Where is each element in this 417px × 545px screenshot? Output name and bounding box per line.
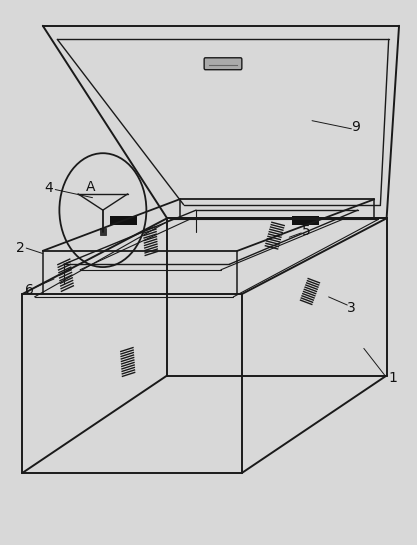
FancyBboxPatch shape bbox=[100, 228, 106, 234]
Text: 3: 3 bbox=[347, 301, 356, 315]
Text: 9: 9 bbox=[351, 120, 360, 134]
FancyBboxPatch shape bbox=[292, 216, 319, 225]
Text: 5: 5 bbox=[301, 224, 310, 238]
Text: 6: 6 bbox=[25, 283, 34, 297]
FancyBboxPatch shape bbox=[204, 58, 242, 70]
Text: 4: 4 bbox=[45, 181, 53, 196]
Text: 1: 1 bbox=[389, 371, 397, 385]
Text: 2: 2 bbox=[16, 241, 25, 255]
FancyBboxPatch shape bbox=[110, 216, 137, 225]
Text: A: A bbox=[86, 180, 95, 194]
